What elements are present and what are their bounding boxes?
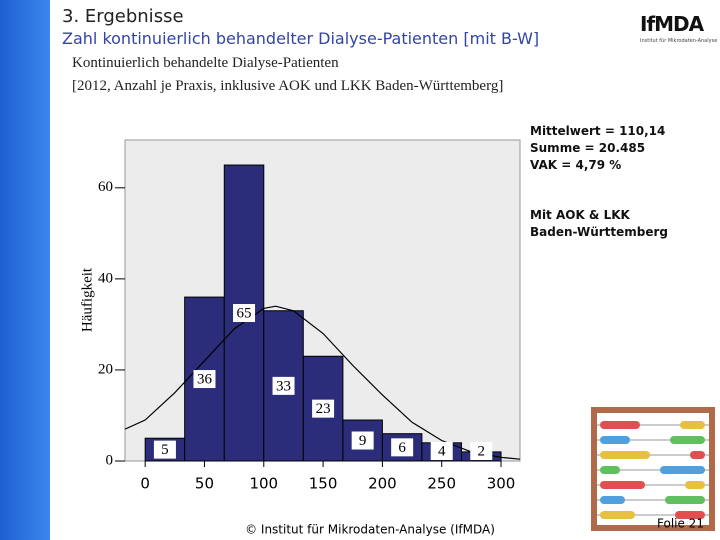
footer: © Institut für Mikrodaten-Analyse (IfMDA… bbox=[245, 523, 495, 537]
slide-number: Folie 21 bbox=[657, 517, 704, 531]
label-box bbox=[430, 442, 453, 460]
note: Mit AOK & LKK bbox=[530, 208, 630, 222]
x-tick-label: 50 bbox=[195, 475, 214, 493]
data-label: 33 bbox=[276, 378, 291, 394]
side-bar bbox=[0, 0, 50, 540]
label-box bbox=[351, 431, 374, 450]
y-tick-label: 20 bbox=[98, 361, 113, 377]
logo: IfMDA bbox=[640, 12, 704, 36]
normal-curve bbox=[124, 305, 521, 460]
data-label: 6 bbox=[398, 440, 406, 456]
abacus bbox=[591, 407, 715, 531]
label-box bbox=[312, 399, 335, 418]
label-box bbox=[391, 438, 414, 457]
stat: VAK = 4,79 % bbox=[530, 158, 622, 172]
data-label: 65 bbox=[237, 305, 252, 321]
data-label: 5 bbox=[161, 442, 169, 458]
y-tick-label: 60 bbox=[98, 179, 113, 195]
stat: Mittelwert = 110,14 bbox=[530, 124, 666, 138]
x-tick-label: 100 bbox=[249, 475, 278, 493]
x-tick-label: 200 bbox=[368, 475, 397, 493]
data-label: 9 bbox=[359, 433, 367, 449]
y-tick-label: 0 bbox=[106, 452, 114, 468]
data-label: 4 bbox=[438, 443, 446, 459]
label-box bbox=[272, 376, 295, 395]
slide-subtitle: Zahl kontinuierlich behandelter Dialyse-… bbox=[62, 29, 540, 48]
stat: Summe = 20.485 bbox=[530, 141, 646, 155]
note: Baden-Württemberg bbox=[530, 225, 669, 239]
data-label: 36 bbox=[197, 371, 213, 387]
data-label: 2 bbox=[478, 443, 486, 459]
y-axis-label: Häufigkeit bbox=[79, 267, 95, 332]
label-box bbox=[153, 440, 176, 459]
x-tick-label: 300 bbox=[487, 475, 516, 493]
label-box bbox=[470, 442, 493, 460]
slide-title: 3. Ergebnisse bbox=[62, 6, 184, 27]
label-box bbox=[233, 304, 256, 323]
chart-subtitle: [2012, Anzahl je Praxis, inklusive AOK u… bbox=[72, 78, 504, 94]
x-tick-label: 150 bbox=[309, 475, 338, 493]
x-tick-label: 0 bbox=[140, 475, 150, 493]
label-box bbox=[193, 370, 216, 389]
y-tick-label: 40 bbox=[98, 270, 113, 286]
x-tick-label: 250 bbox=[427, 475, 456, 493]
logo-caption: Institut für Mikrodaten-Analyse bbox=[640, 38, 718, 44]
chart-title: Kontinuierlich behandelte Dialyse-Patien… bbox=[72, 55, 339, 71]
data-label: 23 bbox=[316, 401, 331, 417]
